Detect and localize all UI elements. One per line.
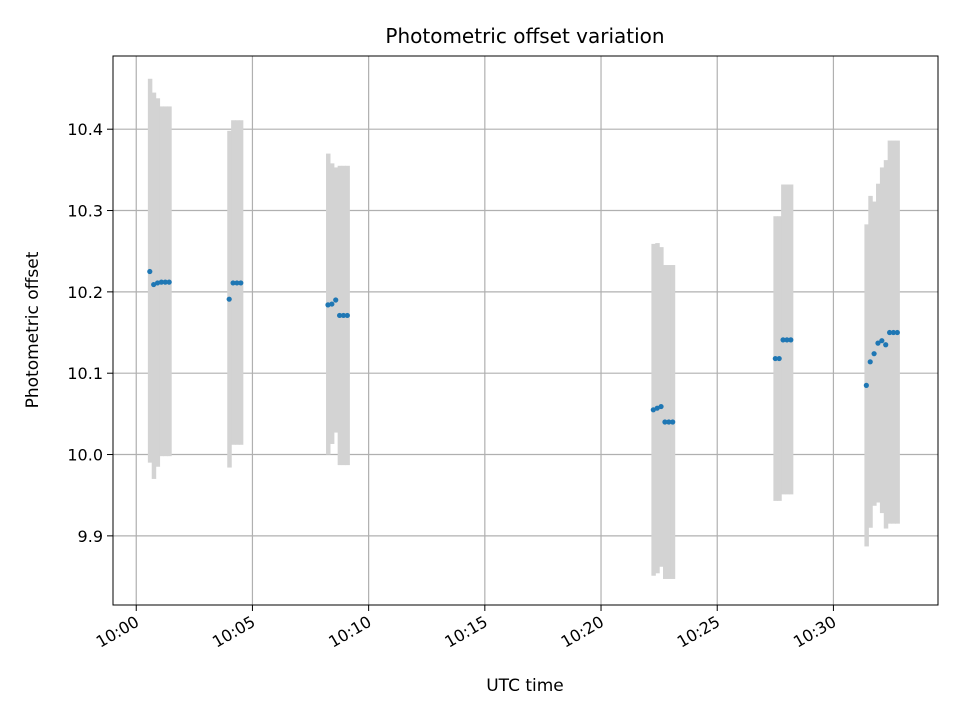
data-point: [154, 280, 161, 286]
data-point: [662, 419, 668, 425]
data-point: [226, 296, 232, 302]
data-point: [863, 382, 869, 388]
data-point: [879, 338, 885, 344]
data-point: [890, 329, 897, 336]
chart-title: Photometric offset variation: [385, 24, 664, 48]
data-point: [333, 297, 339, 303]
data-point: [666, 419, 672, 425]
data-point: [344, 312, 350, 319]
data-point: [230, 280, 236, 286]
y-tick-label: 10.4: [67, 120, 103, 139]
data-point: [658, 403, 664, 410]
y-tick-label: 10.1: [67, 364, 103, 383]
plot-frame: [112, 55, 939, 606]
y-tick-label: 10.0: [67, 446, 103, 465]
data-point: [329, 301, 335, 307]
data-point: [784, 337, 790, 343]
data-point: [340, 312, 347, 319]
data-point: [772, 355, 778, 362]
x-axis-ticks: 10:00 10:05 10:10 10:15 10:20 10:25 10:30: [93, 605, 839, 652]
data-point: [886, 329, 893, 336]
data-point: [670, 419, 676, 425]
data-point: [867, 359, 873, 365]
data-point: [166, 279, 172, 285]
data-point: [325, 302, 331, 308]
y-tick-label: 10.2: [67, 283, 103, 302]
data-point: [162, 279, 168, 285]
data-point: [238, 280, 244, 286]
data-point: [883, 342, 889, 348]
y-tick-label: 10.3: [67, 202, 103, 221]
grid: [113, 56, 938, 605]
data-point: [894, 329, 900, 336]
data-point: [158, 279, 165, 285]
x-axis-label: UTC time: [486, 676, 564, 696]
data-point: [875, 340, 881, 346]
data-point: [234, 280, 240, 286]
data-point: [147, 268, 153, 275]
data-points: [147, 268, 900, 425]
data-point: [871, 351, 877, 357]
data-point: [336, 312, 343, 319]
data-point: [788, 337, 794, 343]
data-point: [780, 337, 786, 343]
y-axis-label: Photometric offset: [23, 251, 43, 408]
y-axis-ticks: 9.9 10.0 10.1 10.2 10.3 10.4: [67, 120, 113, 546]
y-tick-label: 9.9: [78, 527, 103, 546]
data-point: [776, 355, 782, 362]
